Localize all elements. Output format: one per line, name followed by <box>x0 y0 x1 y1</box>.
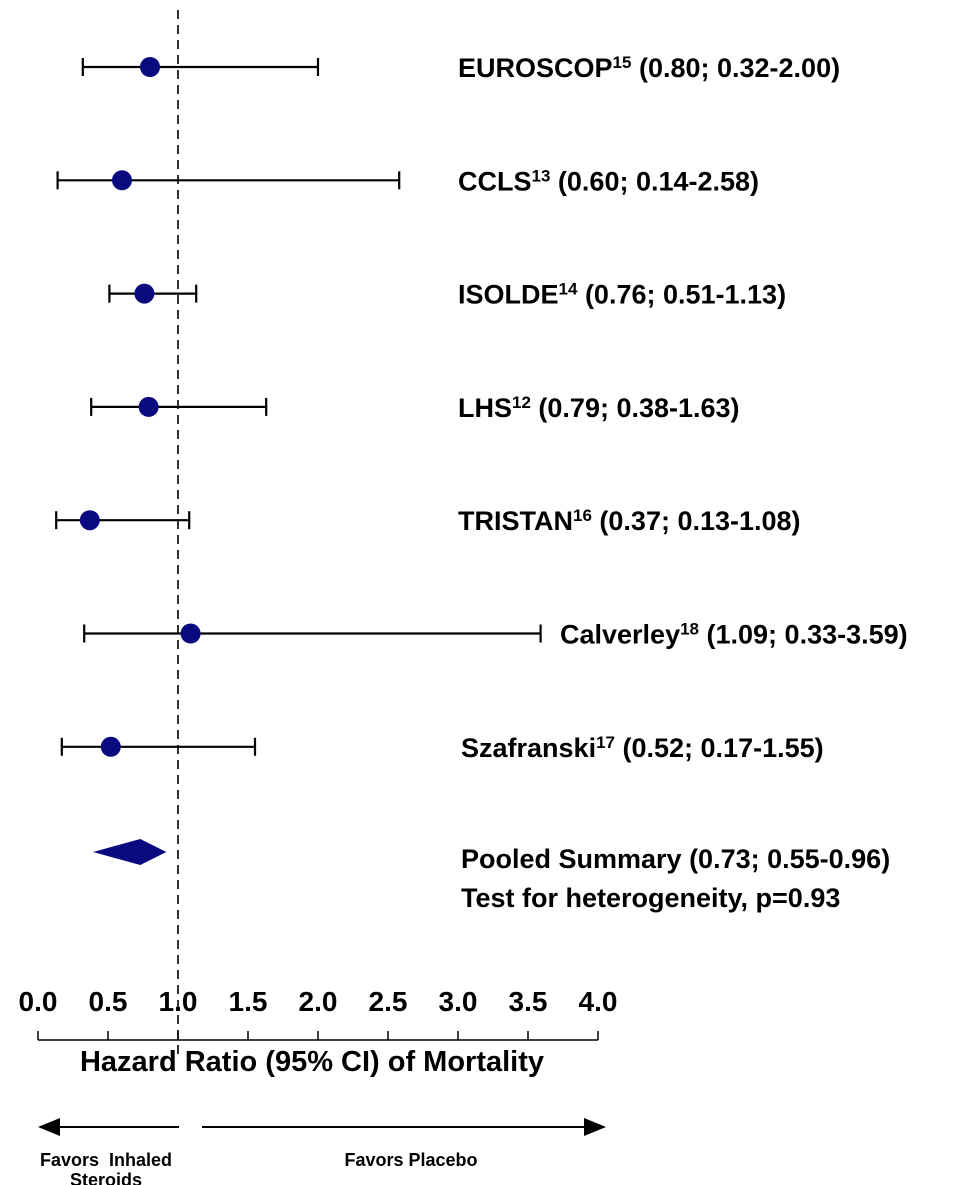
x-tick-label-0.0: 0.0 <box>19 986 58 1017</box>
hr-point-lhs <box>138 396 159 417</box>
pooled-diamond <box>93 839 167 865</box>
hr-point-isolde <box>134 283 155 304</box>
left-arrow-head <box>38 1118 60 1136</box>
favors-right-label: Favors Placebo <box>344 1150 477 1170</box>
x-axis-title: Hazard Ratio (95% CI) of Mortality <box>80 1046 544 1078</box>
study-label-tristan: TRISTAN16 (0.37; 0.13-1.08) <box>458 506 801 536</box>
favors-left-line2: Steroids <box>70 1170 142 1185</box>
study-label-lhs: LHS12 (0.79; 0.38-1.63) <box>458 393 740 423</box>
x-tick-label-3.0: 3.0 <box>439 986 478 1017</box>
x-tick-label-0.5: 0.5 <box>89 986 128 1017</box>
plot-marks: EUROSCOP15 (0.80; 0.32-2.00) CCLS13 (0.60… <box>55 10 908 1058</box>
pooled-summary-label: Pooled Summary (0.73; 0.55-0.96) <box>461 844 890 874</box>
study-label-calverley: Calverley18 (1.09; 0.33-3.59) <box>560 620 908 650</box>
hr-point-calverley <box>180 623 201 644</box>
hr-point-szafranski <box>100 736 121 757</box>
x-tick-label-1.5: 1.5 <box>229 986 268 1017</box>
study-label-szafranski: Szafranski17 (0.52; 0.17-1.55) <box>461 733 824 763</box>
study-label-isolde: ISOLDE14 (0.76; 0.51-1.13) <box>458 280 786 310</box>
study-label-euroscop: EUROSCOP15 (0.80; 0.32-2.00) <box>458 53 840 83</box>
x-tick-label-2.5: 2.5 <box>369 986 408 1017</box>
x-axis: 0.0 0.5 1.0 1.5 2.0 2.5 3.0 3.5 4.0 <box>19 986 618 1041</box>
right-arrow-head <box>584 1118 606 1136</box>
study-label-ccls: CCLS13 (0.60; 0.14-2.58) <box>458 166 759 196</box>
hr-point-tristan <box>79 510 100 531</box>
hr-point-euroscop <box>140 57 160 77</box>
favors-left-line1: Favors Inhaled <box>40 1150 172 1170</box>
direction-arrows <box>38 1118 606 1136</box>
heterogeneity-label: Test for heterogeneity, p=0.93 <box>461 883 840 913</box>
x-tick-label-1.0: 1.0 <box>159 986 198 1017</box>
x-tick-label-4.0: 4.0 <box>579 986 618 1017</box>
hr-point-ccls <box>112 170 132 191</box>
x-tick-label-2.0: 2.0 <box>299 986 338 1017</box>
x-tick-label-3.5: 3.5 <box>509 986 548 1017</box>
